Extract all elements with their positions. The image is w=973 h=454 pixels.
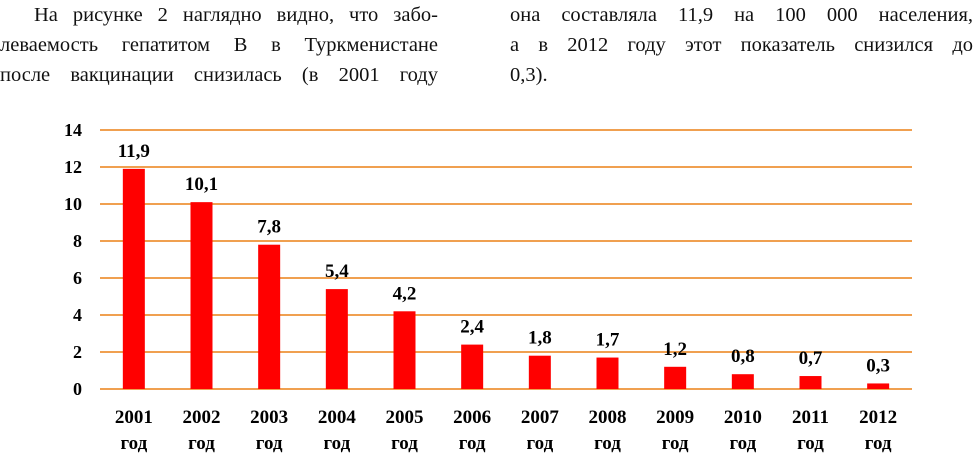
x-category-unit: год: [391, 433, 418, 454]
y-tick-label: 4: [73, 305, 82, 325]
data-labels: 11,9 10,1 7,8 5,4 4,2 2,4 1,8 1,7 1,2 0,8 0,7 0,3: [118, 141, 890, 377]
data-label: 1,7: [596, 330, 620, 351]
bar: [596, 357, 619, 389]
x-category-unit: год: [256, 433, 283, 454]
x-category-unit: год: [120, 433, 147, 454]
paragraph-line: леваемость гепатитом В в Туркменистане: [0, 30, 438, 60]
paragraph-line: 0,3).: [510, 60, 973, 90]
x-category-unit: год: [188, 433, 215, 454]
data-label: 4,2: [393, 283, 417, 304]
line-text: она составляла 11,9 на 100 000 населения…: [510, 4, 973, 26]
data-label: 1,8: [528, 328, 552, 349]
x-category-year: 2010: [724, 407, 762, 428]
paragraph-line: она составляла 11,9 на 100 000 населения…: [510, 0, 973, 30]
data-label: 7,8: [257, 217, 281, 238]
y-tick-label: 14: [64, 120, 82, 140]
x-category-year: 2011: [792, 407, 829, 428]
x-category-year: 2006: [453, 407, 491, 428]
x-category-year: 2009: [656, 407, 694, 428]
x-category-year: 2012: [859, 407, 897, 428]
paragraph-line: На рисунке 2 наглядно видно, что забо-: [0, 0, 438, 30]
data-label: 0,7: [799, 348, 823, 369]
line-text: а в 2012 году этот показатель снизился д…: [510, 34, 973, 56]
bar: [258, 244, 281, 389]
y-tick-label: 0: [73, 379, 82, 399]
data-label: 1,2: [663, 339, 687, 360]
line-text: леваемость гепатитом В в Туркменистане: [0, 34, 438, 56]
y-tick-label: 8: [73, 231, 82, 251]
y-tick-label: 2: [73, 342, 82, 362]
x-category-year: 2003: [250, 407, 288, 428]
paragraph-line: после вакцинации снизилась (в 2001 году: [0, 60, 438, 90]
data-label: 0,3: [866, 355, 890, 376]
x-category-year: 2001: [115, 407, 153, 428]
bar: [190, 202, 213, 389]
bar: [867, 383, 890, 389]
paragraph-left-column: На рисунке 2 наглядно видно, что забо- л…: [0, 0, 438, 90]
y-axis-ticks: 0 2 4 6 8 10 12 14: [64, 120, 82, 399]
x-category-unit: год: [729, 433, 756, 454]
bar: [731, 374, 754, 389]
bar: [528, 355, 551, 389]
bar: [461, 344, 484, 389]
bar: [664, 366, 687, 389]
x-category-year: 2004: [318, 407, 357, 428]
line-text: после вакцинации снизилась (в 2001 году: [0, 64, 438, 86]
x-category-year: 2002: [183, 407, 221, 428]
x-axis-categories: 2001 год 2002 год 2003 год 2004 год 2005 год 2006 г…: [115, 407, 897, 454]
bar: [122, 168, 145, 389]
grid-lines: [100, 129, 912, 390]
paragraph-right-column: она составляла 11,9 на 100 000 населения…: [510, 0, 973, 90]
data-label: 0,8: [731, 346, 755, 367]
data-label: 11,9: [118, 141, 150, 162]
y-tick-label: 12: [64, 157, 82, 177]
line-text: 0,3).: [510, 64, 548, 86]
x-category-unit: год: [323, 433, 350, 454]
x-category-unit: год: [797, 433, 824, 454]
y-tick-label: 10: [64, 194, 82, 214]
paragraph-line: а в 2012 году этот показатель снизился д…: [510, 30, 973, 60]
bar: [393, 311, 416, 389]
x-category-unit: год: [865, 433, 892, 454]
data-label: 5,4: [325, 261, 349, 282]
y-tick-label: 6: [73, 268, 82, 288]
line-text: На рисунке 2 наглядно видно, что забо-: [34, 4, 438, 26]
x-category-unit: год: [526, 433, 553, 454]
x-category-year: 2005: [386, 407, 424, 428]
x-category-year: 2008: [589, 407, 627, 428]
x-category-unit: год: [459, 433, 486, 454]
data-label: 10,1: [185, 174, 218, 195]
x-category-unit: год: [662, 433, 689, 454]
bar: [799, 376, 822, 389]
x-category-unit: год: [594, 433, 621, 454]
x-category-year: 2007: [521, 407, 560, 428]
data-label: 2,4: [460, 317, 484, 338]
bar: [325, 289, 348, 389]
bars: [122, 168, 890, 389]
